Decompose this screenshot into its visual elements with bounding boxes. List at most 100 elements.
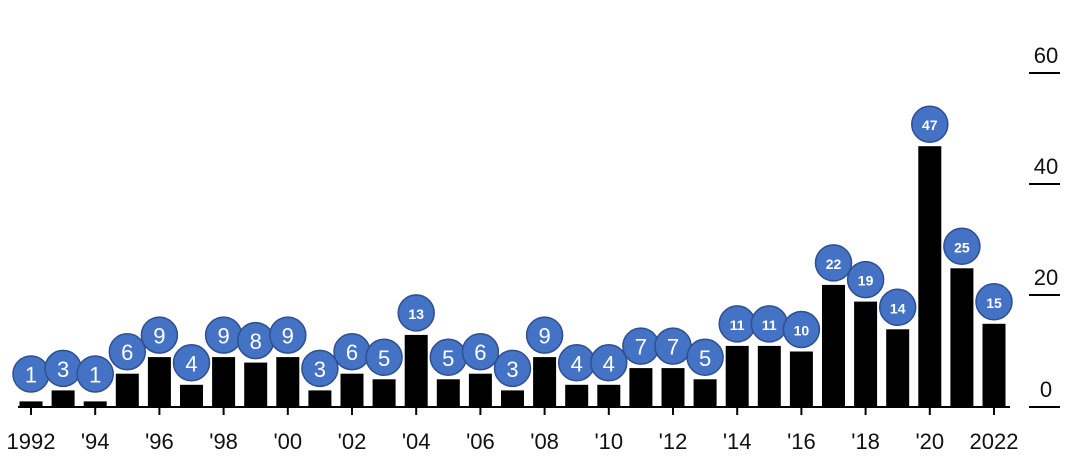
x-tick-label-2006: '06 [466,429,495,454]
x-tick-label-2012: '12 [659,429,688,454]
bar-2014 [725,345,749,407]
value-label-2001: 3 [301,349,339,388]
bar-1996 [147,357,171,407]
value-text-2022: 15 [986,295,1002,311]
value-text-2018: 19 [858,273,874,289]
value-text-2009: 4 [571,351,583,376]
bar-2019 [886,329,910,407]
x-tick-label-2020: '20 [915,429,944,454]
bar-2012 [661,368,685,407]
value-label-2017: 22 [814,244,853,282]
y-axis: 0 20 40 60 [1029,43,1060,408]
value-text-2015: 11 [762,317,777,333]
x-tick-label-2014: '14 [723,429,752,454]
value-text-2005: 5 [442,346,454,371]
value-text-1998: 9 [217,324,229,349]
value-text-2002: 6 [346,340,358,365]
value-text-1999: 8 [250,329,262,354]
bar-2002 [340,373,364,407]
bar-2007 [501,390,524,407]
value-label-2018: 19 [846,260,885,299]
value-label-2008: 9 [525,316,564,354]
value-badge-2008 [525,316,564,354]
y-tick-label-60: 60 [1034,43,1058,68]
value-label-2003: 5 [365,338,403,377]
bar-2000 [276,357,300,407]
bar-2005 [436,379,460,408]
x-axis: 1992 '94 '96 '98 '00 '02 '04 '06 '08 '10 '12 '14 '16… [7,406,1019,454]
value-label-2009: 4 [557,344,596,382]
bar-1994 [83,401,107,407]
value-label-2013: 5 [686,338,724,377]
value-label-2021: 25 [943,227,981,266]
bar-1999 [244,362,268,407]
x-tick-label-2002: '02 [338,429,367,454]
value-badge-2013 [686,338,724,377]
value-label-2020: 47 [911,105,949,143]
value-text-2011: 7 [635,335,647,360]
bar-2017 [822,284,845,407]
value-label-2000: 9 [269,316,307,354]
bar-2006 [468,373,492,407]
x-tick-label-2008: '08 [530,429,559,454]
value-badge-2018 [846,260,885,299]
value-text-2008: 9 [538,324,550,349]
y-tick-label-20: 20 [1034,265,1058,290]
bar-2008 [533,357,557,407]
bar-1995 [115,373,139,407]
value-label-2005: 5 [429,338,468,377]
value-label-1992: 1 [12,355,50,393]
x-tick-label-2000: '00 [273,429,302,454]
value-badge-2007 [493,349,532,388]
bar-1997 [180,384,203,407]
value-text-2001: 3 [314,357,326,382]
value-label-1995: 6 [108,332,147,371]
bar-2018 [854,301,878,407]
value-text-1992: 1 [25,363,37,388]
value-badge-2016 [782,310,821,349]
value-badge-2010 [590,344,628,382]
value-text-2016: 10 [794,323,810,339]
value-text-2000: 9 [282,324,294,349]
x-tick-label-1998: '98 [209,429,238,454]
value-badge-2019 [878,288,917,327]
value-label-2012: 7 [654,327,692,365]
x-tick-label-2016: '16 [787,429,816,454]
x-tick-label-2022: 2022 [970,429,1019,454]
value-label-1997: 4 [172,344,211,382]
bar-2013 [693,379,717,408]
x-tick-label-1996: '96 [145,429,174,454]
value-text-2004: 13 [408,306,424,322]
bar-2015 [757,345,781,407]
value-text-2020: 47 [922,117,938,133]
bar-2022 [982,323,1006,408]
bar-1998 [212,357,236,407]
value-text-2003: 5 [378,346,390,371]
x-tick-label-1994: '94 [81,429,110,454]
bar-2009 [565,384,589,407]
value-badge-1997 [172,344,211,382]
value-label-1993: 3 [44,349,82,388]
bar-2004 [404,334,428,407]
value-badge-2021 [943,227,981,266]
value-label-2006: 6 [461,332,500,371]
x-tick-label-2018: '18 [851,429,880,454]
value-text-1994: 1 [89,363,101,388]
value-badge-2004 [397,294,435,332]
x-tick-label-1992: 1992 [7,429,56,454]
value-badge-2001 [301,349,339,388]
value-text-2010: 4 [603,351,615,376]
value-badge-1995 [108,332,147,371]
bar-1992 [19,401,43,407]
value-label-1996: 9 [140,316,179,354]
y-tick-label-0: 0 [1040,377,1052,402]
bar-2021 [950,268,974,408]
value-badge-2006 [461,332,500,371]
value-label-2002: 6 [333,332,371,371]
value-text-2012: 7 [667,335,679,360]
value-text-2014: 11 [730,317,745,333]
bar-2011 [629,368,653,407]
value-text-1996: 9 [153,324,165,349]
